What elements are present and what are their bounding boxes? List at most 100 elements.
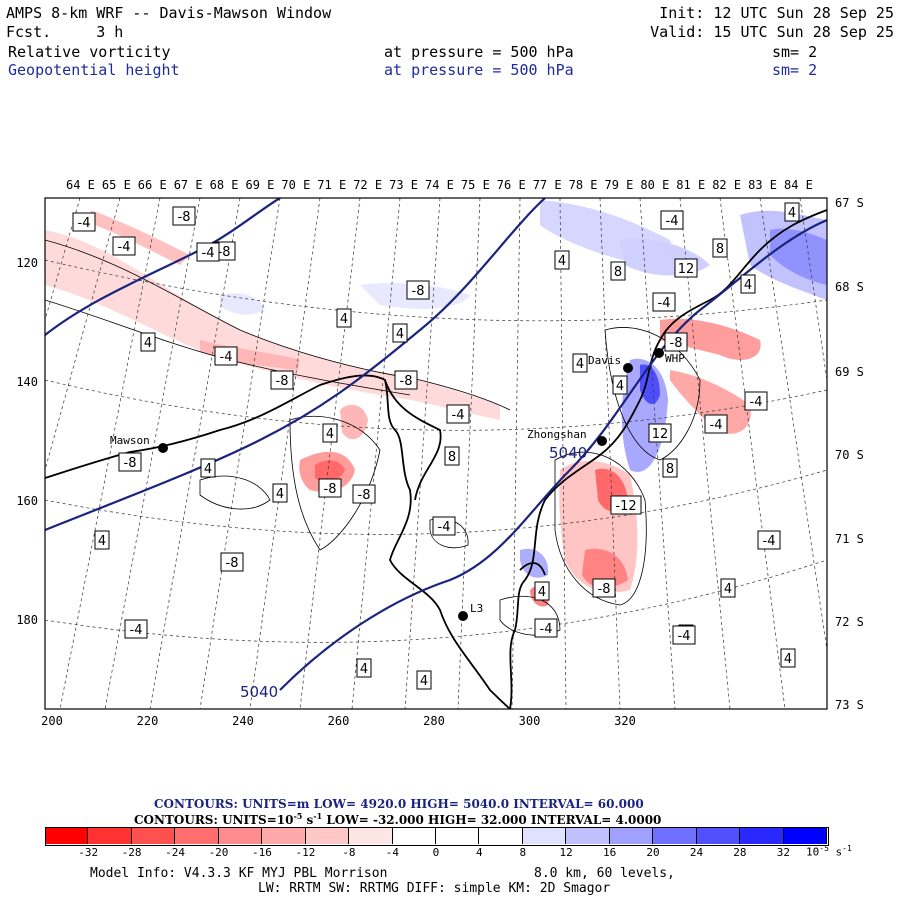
colorbar-cell xyxy=(262,827,306,844)
x-tick-label: 320 xyxy=(614,714,636,728)
colorbar-tick-label: 32 xyxy=(776,846,790,859)
vorticity-contours xyxy=(45,239,701,636)
contour-label-box xyxy=(648,423,672,443)
y-tick-label: 160 xyxy=(16,494,38,508)
contour-label: -4 xyxy=(750,395,763,410)
station-mawson-marker xyxy=(158,443,168,453)
colorbar-tick-label: -20 xyxy=(208,846,229,859)
colorbar-cell xyxy=(88,827,132,844)
lat-label: 71 S xyxy=(835,532,864,546)
contour-label-box xyxy=(534,581,550,601)
contour-label-box xyxy=(214,346,238,366)
contour-label-box xyxy=(672,625,696,645)
colorbar-cell xyxy=(436,827,480,844)
x-tick-label: 260 xyxy=(328,714,350,728)
contour-label-box xyxy=(94,530,110,550)
contour-label: -12 xyxy=(615,499,636,514)
legend-exp2: -1 xyxy=(313,811,323,821)
contour-label: 4 xyxy=(784,652,792,667)
contour-label-box xyxy=(660,210,684,230)
contour-label: -8 xyxy=(178,210,191,225)
y-tick-label: 140 xyxy=(16,375,38,389)
lon-label: 67 E xyxy=(174,178,203,192)
contour-label-box xyxy=(780,648,796,668)
contour-label: -8 xyxy=(124,456,137,471)
colorbar-tick-label: -4 xyxy=(385,846,399,859)
valid-time: Valid: 15 UTC Sun 28 Sep 25 xyxy=(650,23,894,41)
longitude-labels: 64 E 65 E 66 E 67 E 68 E 69 E 70 E 71 E 72 E 73 E… xyxy=(66,178,813,192)
colorbar-unit-exp2: -1 xyxy=(842,844,852,853)
height-label-5040-b: 5040 xyxy=(240,683,278,701)
contour-label: 4 xyxy=(340,312,348,327)
contour-label-box xyxy=(220,552,244,572)
legend-s: s xyxy=(302,813,314,827)
lat-label: 68 S xyxy=(835,280,864,294)
contour-label: -8 xyxy=(598,582,611,597)
lon-label: 83 E xyxy=(748,178,777,192)
contour-label: -4 xyxy=(118,240,131,255)
station-whp-marker xyxy=(654,348,664,358)
colorbar-cell xyxy=(522,827,567,844)
colorbar-tick-label: 12 xyxy=(559,846,573,859)
page-title: AMPS 8-km WRF -- Davis-Mawson Window xyxy=(6,4,332,22)
model-info: Model Info: V4.3.3 KF MYJ PBL Morrison xyxy=(90,866,388,881)
station-davis-label: Davis xyxy=(588,354,621,367)
contour-label-box xyxy=(712,238,728,258)
colorbar-cell xyxy=(305,827,350,844)
contour-label: -4 xyxy=(710,418,723,433)
contour-label: -4 xyxy=(202,246,215,261)
colorbar-cell xyxy=(653,827,697,844)
contour-label-box xyxy=(432,516,456,536)
contour-label-box xyxy=(270,370,294,390)
contour-label: -4 xyxy=(452,408,465,423)
fcst-value: 3 h xyxy=(96,23,124,41)
contour-label: -8 xyxy=(226,556,239,571)
colorbar-unit-base: 10 xyxy=(806,845,820,859)
contour-label-box xyxy=(196,242,220,262)
contour-label: 4 xyxy=(360,662,368,677)
lon-label: 66 E xyxy=(138,178,167,192)
contour-label-box xyxy=(554,250,570,270)
init-time: Init: 12 UTC Sun 28 Sep 25 xyxy=(659,4,894,22)
lon-label: 84 E xyxy=(784,178,813,192)
lon-label: 68 E xyxy=(210,178,239,192)
contour-label: 4 xyxy=(420,674,428,689)
lon-label: 79 E xyxy=(605,178,634,192)
colorbar-tick-label: 16 xyxy=(602,846,617,859)
contour-label-box xyxy=(318,478,342,498)
colorbar-cell xyxy=(566,827,610,844)
latitude-labels: 67 S 68 S 69 S 70 S 71 S 72 S 73 S xyxy=(835,196,864,712)
contour-label: -8 xyxy=(670,336,683,351)
field2-name: Geopotential height xyxy=(8,61,180,79)
colorbar-cell xyxy=(783,827,827,844)
field1-level: at pressure = 500 hPa xyxy=(384,43,574,61)
colorbar-cell xyxy=(45,827,89,844)
colorbar-cell xyxy=(218,827,263,844)
contour-label-box xyxy=(118,452,142,472)
colorbar-tick-label: -8 xyxy=(342,846,356,859)
colorbar-tick-label: 0 xyxy=(432,846,440,859)
contour-label: 4 xyxy=(276,487,284,502)
contour-label-box xyxy=(610,495,642,515)
contour-label: -4 xyxy=(678,629,691,644)
lon-label: 74 E xyxy=(425,178,454,192)
contour-label-box xyxy=(652,292,676,312)
lon-label: 80 E xyxy=(640,178,669,192)
contour-label-box xyxy=(592,578,616,598)
x-tick-label: 300 xyxy=(519,714,541,728)
colorbar-tick-label: 28 xyxy=(733,846,747,859)
lon-label: 73 E xyxy=(389,178,418,192)
height-label-5040-a: 5040 xyxy=(549,444,587,462)
contour-label: 4 xyxy=(616,379,624,394)
contour-label: 4 xyxy=(98,534,106,549)
contour-label-box xyxy=(704,414,728,434)
contour-label: -8 xyxy=(400,374,413,389)
colorbar-cell xyxy=(349,827,393,844)
lat-label: 69 S xyxy=(835,365,864,379)
plot-frame xyxy=(44,197,828,710)
contour-label: 4 xyxy=(744,278,752,293)
colorbar-unit-exp: -5 xyxy=(819,844,829,853)
contour-label-box xyxy=(446,404,470,424)
contour-label: -4 xyxy=(540,622,553,637)
colorbar-cell xyxy=(696,827,741,844)
